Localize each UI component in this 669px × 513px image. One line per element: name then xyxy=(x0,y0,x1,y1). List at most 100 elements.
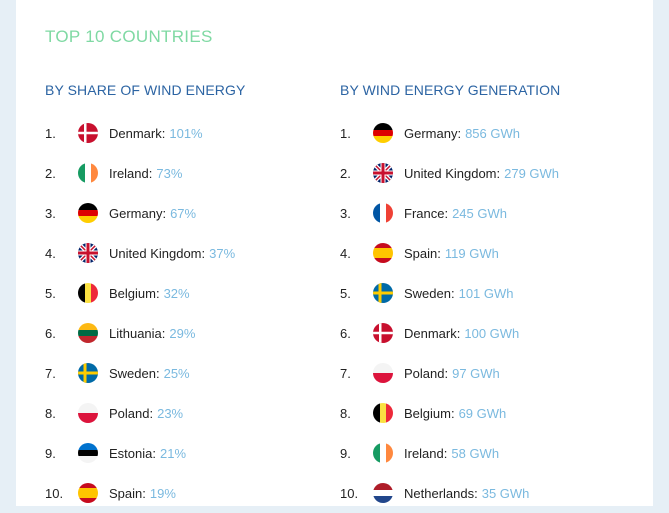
rank-number: 4. xyxy=(340,245,351,261)
rank-number: 8. xyxy=(340,405,351,421)
country-name: Sweden: xyxy=(404,285,455,301)
germany-flag-icon xyxy=(373,123,393,143)
country-name: Germany: xyxy=(109,205,167,221)
country-name: Netherlands: xyxy=(404,485,478,501)
poland-flag-icon xyxy=(78,403,98,423)
country-value: 19% xyxy=(149,485,176,501)
ireland-flag-icon xyxy=(373,443,393,463)
sweden-flag-icon xyxy=(78,363,98,383)
page-title: TOP 10 COUNTRIES xyxy=(45,27,213,46)
country-value: 29% xyxy=(169,325,196,341)
country-value: 32% xyxy=(163,285,190,301)
country-value: 23% xyxy=(157,405,184,421)
country-value: 100 GWh xyxy=(464,325,520,341)
country-name: Poland: xyxy=(404,365,449,381)
rank-number: 5. xyxy=(340,285,351,301)
list-item: 10. Netherlands: 35 GWh xyxy=(340,473,560,513)
country-name: Belgium: xyxy=(109,285,160,301)
france-flag-icon xyxy=(373,203,393,223)
rank-number: 1. xyxy=(340,125,351,141)
country-value: 73% xyxy=(156,165,183,181)
country-name: Belgium: xyxy=(404,405,455,421)
spain-flag-icon xyxy=(78,483,98,503)
lithuania-flag-icon xyxy=(78,323,98,343)
list-item: 6. Denmark: 100 GWh xyxy=(340,313,560,353)
rank-number: 2. xyxy=(45,165,56,181)
share-column: BY SHARE OF WIND ENERGY 1. Denmark: 101% 2.… xyxy=(45,81,245,513)
rank-number: 10. xyxy=(340,485,359,501)
rank-number: 9. xyxy=(340,445,351,461)
rank-number: 7. xyxy=(340,365,351,381)
generation-list: 1. Germany: 856 GWh 2. United Kingdom: 279 GW… xyxy=(340,113,560,513)
country-value: 101 GWh xyxy=(458,285,514,301)
country-value: 119 GWh xyxy=(444,245,499,261)
uk-flag-icon xyxy=(78,243,98,263)
list-item: 8. Poland: 23% xyxy=(45,393,245,433)
country-value: 67% xyxy=(170,205,197,221)
list-item: 7. Poland: 97 GWh xyxy=(340,353,560,393)
rank-number: 6. xyxy=(45,325,56,341)
list-item: 4. Spain: 119 GWh xyxy=(340,233,560,273)
list-item: 7. Sweden: 25% xyxy=(45,353,245,393)
list-item: 5. Belgium: 32% xyxy=(45,273,245,313)
list-item: 3. Germany: 67% xyxy=(45,193,245,233)
country-name: Germany: xyxy=(404,125,462,141)
belgium-flag-icon xyxy=(373,403,393,423)
denmark-flag-icon xyxy=(78,123,98,143)
country-name: Ireland: xyxy=(109,165,153,181)
netherlands-flag-icon xyxy=(373,483,393,503)
list-item: 1. Germany: 856 GWh xyxy=(340,113,560,153)
country-name: Denmark: xyxy=(109,125,166,141)
generation-heading: BY WIND ENERGY GENERATION xyxy=(340,82,561,98)
country-name: Spain: xyxy=(404,245,441,261)
list-item: 9. Estonia: 21% xyxy=(45,433,245,473)
rank-number: 4. xyxy=(45,245,56,261)
rank-number: 8. xyxy=(45,405,56,421)
country-name: Poland: xyxy=(109,405,154,421)
country-value: 69 GWh xyxy=(458,405,507,421)
rank-number: 1. xyxy=(45,125,56,141)
country-name: Lithuania: xyxy=(109,325,166,341)
country-value: 37% xyxy=(209,245,236,261)
share-heading: BY SHARE OF WIND ENERGY xyxy=(45,82,246,98)
country-value: 21% xyxy=(159,445,187,461)
list-item: 3. France: 245 GWh xyxy=(340,193,560,233)
country-name: United Kingdom: xyxy=(404,165,501,181)
generation-column: BY WIND ENERGY GENERATION 1. Germany: 856 … xyxy=(340,81,560,513)
denmark-flag-icon xyxy=(373,323,393,343)
country-value: 245 GWh xyxy=(452,205,507,221)
estonia-flag-icon xyxy=(78,443,98,463)
rank-number: 3. xyxy=(340,205,351,221)
list-item: 10. Spain: 19% xyxy=(45,473,245,513)
rank-number: 9. xyxy=(45,445,56,461)
ireland-flag-icon xyxy=(78,163,98,183)
country-value: 58 GWh xyxy=(451,445,500,461)
country-name: Spain: xyxy=(109,485,146,501)
list-item: 5. Sweden: 101 GWh xyxy=(340,273,560,313)
list-item: 6. Lithuania: 29% xyxy=(45,313,245,353)
rank-number: 10. xyxy=(45,485,64,501)
list-item: 9. Ireland: 58 GWh xyxy=(340,433,560,473)
rank-number: 5. xyxy=(45,285,56,301)
list-item: 1. Denmark: 101% xyxy=(45,113,245,153)
rank-number: 6. xyxy=(340,325,351,341)
country-value: 101% xyxy=(169,125,203,141)
belgium-flag-icon xyxy=(78,283,98,303)
country-name: Sweden: xyxy=(109,365,160,381)
top-countries-card: TOP 10 COUNTRIES BY SHARE OF WIND ENERGY… xyxy=(16,0,653,506)
country-name: Ireland: xyxy=(404,445,448,461)
country-value: 856 GWh xyxy=(465,125,520,141)
country-name: Estonia: xyxy=(109,445,156,461)
sweden-flag-icon xyxy=(373,283,393,303)
poland-flag-icon xyxy=(373,363,393,383)
spain-flag-icon xyxy=(373,243,393,263)
list-item: 2. Ireland: 73% xyxy=(45,153,245,193)
germany-flag-icon xyxy=(78,203,98,223)
rank-number: 3. xyxy=(45,205,56,221)
country-name: Denmark: xyxy=(404,325,461,341)
rank-number: 7. xyxy=(45,365,56,381)
country-value: 97 GWh xyxy=(452,365,500,381)
rank-number: 2. xyxy=(340,165,351,181)
country-name: France: xyxy=(404,205,449,221)
list-item: 2. United Kingdom: 279 GWh xyxy=(340,153,560,193)
